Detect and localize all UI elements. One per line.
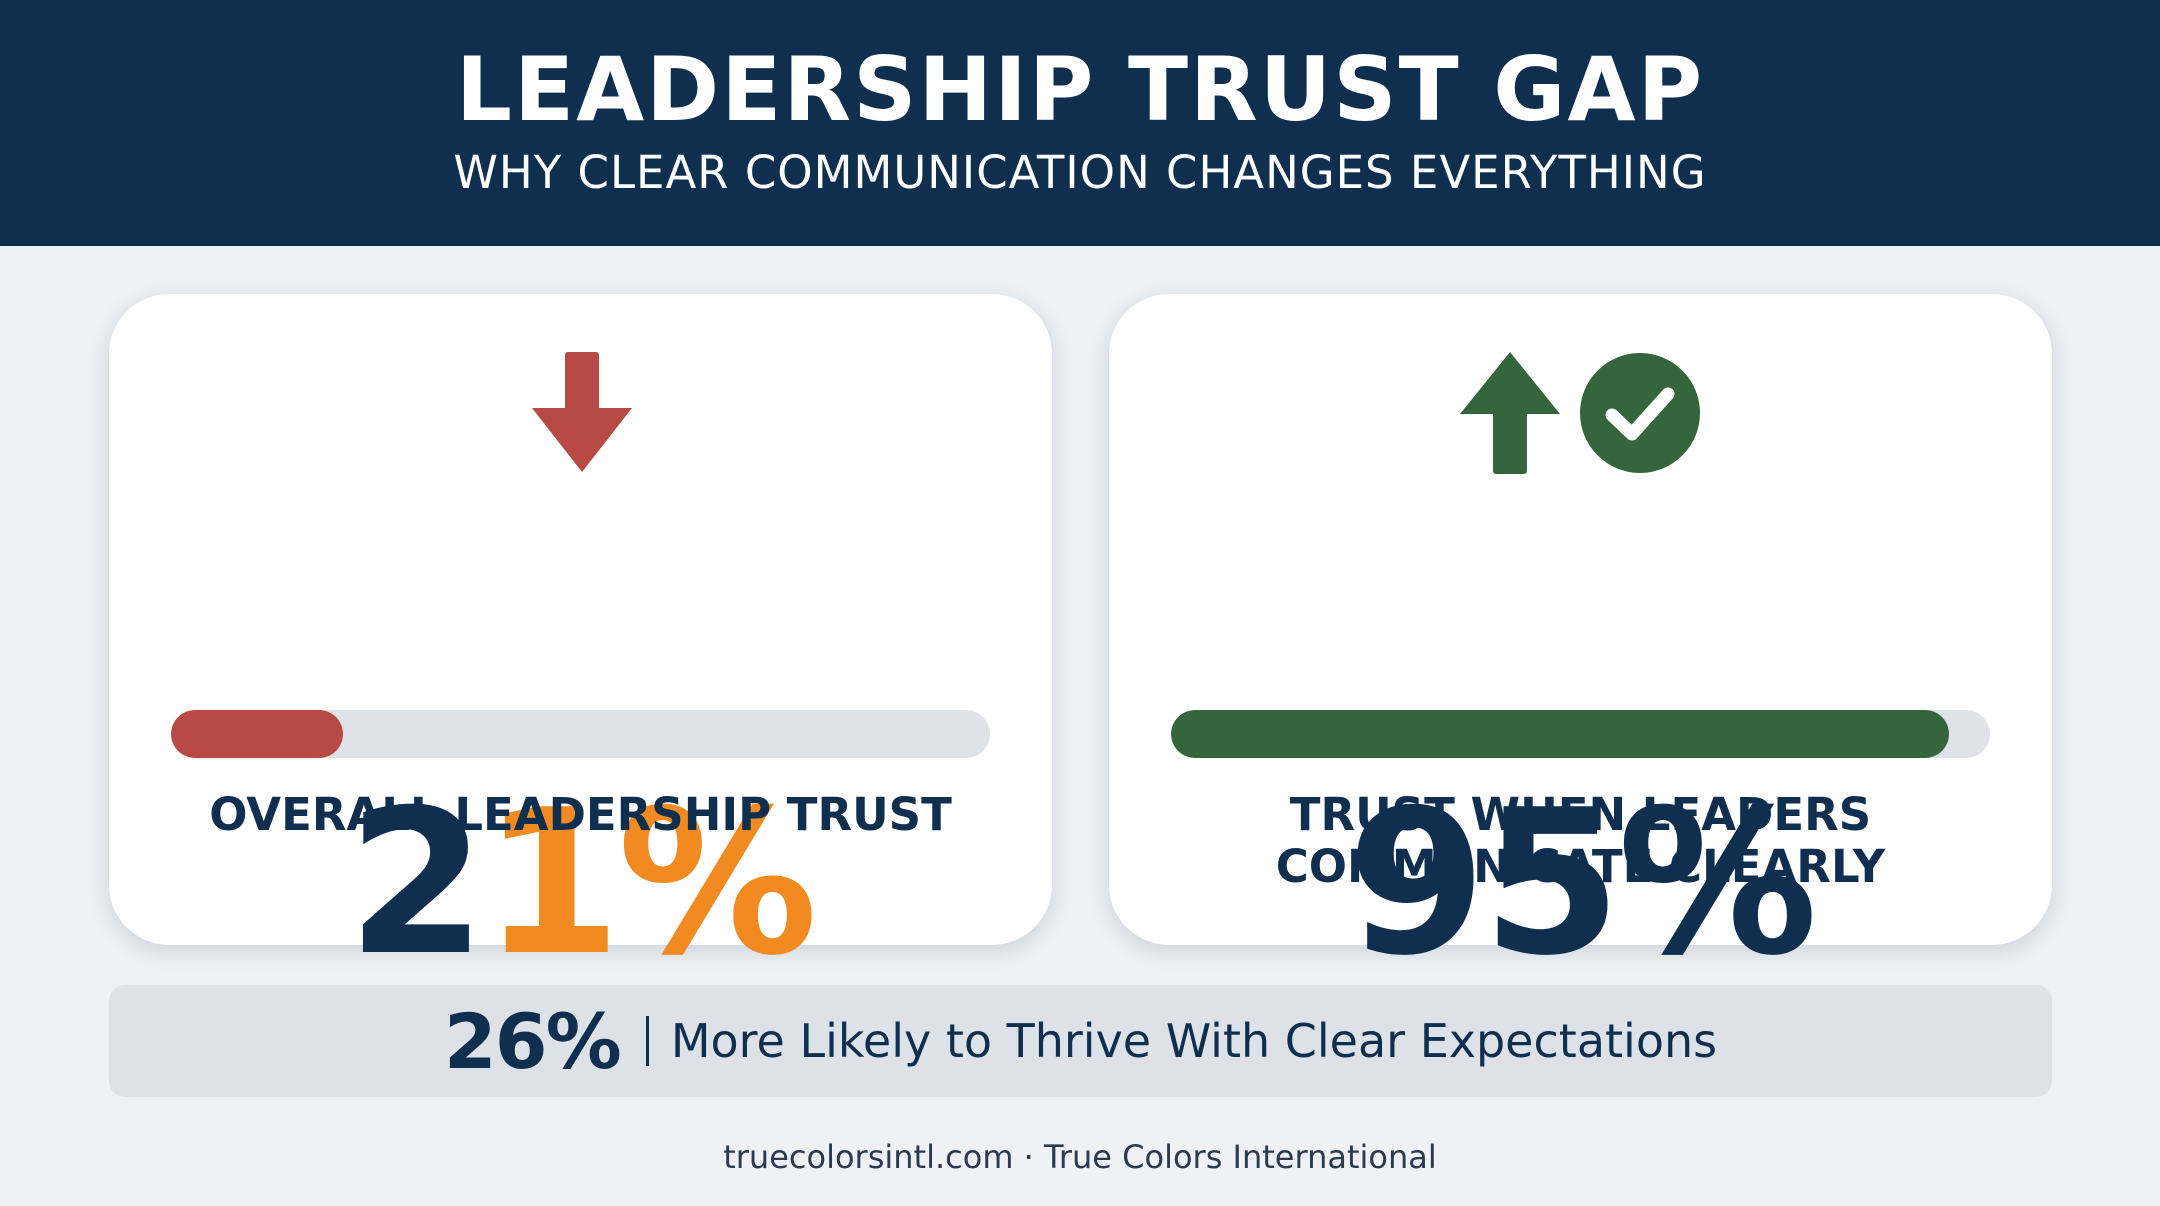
progress-fill-clear-communication xyxy=(1171,710,1950,758)
footer-credit: truecolorsintl.com · True Colors Interna… xyxy=(723,1138,1437,1176)
highlight-text: More Likely to Thrive With Clear Expecta… xyxy=(670,1014,1718,1068)
stat-value-clear-communication: 95% xyxy=(1347,767,1818,1000)
page-subtitle: WHY CLEAR COMMUNICATION CHANGES EVERYTHI… xyxy=(453,146,1707,199)
header-banner: LEADERSHIP TRUST GAP WHY CLEAR COMMUNICA… xyxy=(0,0,2160,246)
highlight-banner: 26% More Likely to Thrive With Clear Exp… xyxy=(109,985,2052,1097)
divider xyxy=(645,1016,649,1066)
stat-card-overall-trust: 21% OVERALL LEADERSHIP TRUST xyxy=(109,294,1052,984)
progress-track-overall-trust xyxy=(171,710,990,758)
stat-label-line-1: TRUST WHEN LEADERS xyxy=(1289,788,1872,841)
stat-label-clear-communication: TRUST WHEN LEADERS COMMUNICATE CLEARLY xyxy=(1109,789,2052,893)
arrow-down-icon xyxy=(532,352,632,472)
highlight-value: 26% xyxy=(443,996,622,1086)
stat-card-clear-communication: 95% TRUST WHEN LEADERS COMMUNICATE CLEAR… xyxy=(1109,294,2052,984)
arrow-up-icon xyxy=(1460,352,1560,474)
page-title: LEADERSHIP TRUST GAP xyxy=(455,38,1705,141)
stat-label-overall-trust: OVERALL LEADERSHIP TRUST xyxy=(209,788,952,841)
check-circle-icon xyxy=(1580,353,1700,473)
stat-label-line-2: COMMUNICATE CLEARLY xyxy=(1275,840,1886,893)
stat-value-overall-trust: 21% xyxy=(347,767,818,1000)
progress-track-clear-communication xyxy=(1171,710,1990,758)
progress-fill-overall-trust xyxy=(171,710,343,758)
